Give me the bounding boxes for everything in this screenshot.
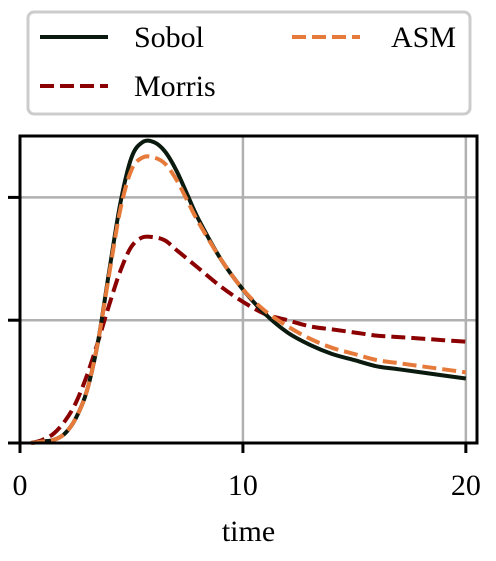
x-tick-label: 0 bbox=[13, 469, 28, 502]
legend: Sobol Morris ASM bbox=[26, 10, 472, 116]
x-tick-label: 20 bbox=[451, 469, 481, 502]
series-line-asm bbox=[30, 154, 467, 445]
legend-label-asm: ASM bbox=[391, 21, 456, 54]
legend-label-sobol: Sobol bbox=[134, 21, 204, 54]
series-line-sobol bbox=[30, 138, 467, 445]
series-line-morris bbox=[30, 234, 467, 445]
plot-frame bbox=[18, 134, 479, 445]
x-axis-label: time bbox=[222, 515, 275, 548]
legend-label-morris: Morris bbox=[134, 70, 216, 103]
grid bbox=[20, 136, 477, 443]
axes: 0 10 20 bbox=[8, 195, 481, 502]
x-tick-label: 10 bbox=[228, 469, 258, 502]
series-lines bbox=[30, 138, 467, 445]
